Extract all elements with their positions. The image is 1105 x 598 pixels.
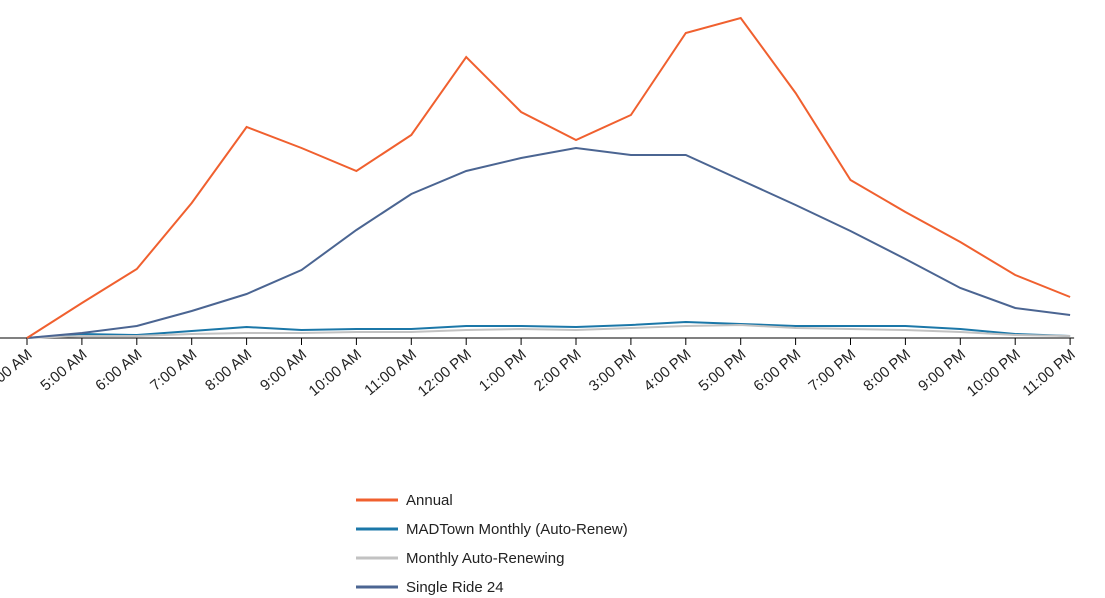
series-line — [26, 323, 1071, 339]
legend-label: Monthly Auto-Renewing — [406, 550, 564, 567]
x-tick-label: 9:00 AM — [257, 346, 310, 394]
x-tick-label: 4:00 PM — [641, 346, 695, 395]
legend-label: Annual — [406, 492, 453, 509]
series-line — [26, 146, 1071, 339]
x-tick-label: 10:00 AM — [305, 346, 364, 400]
legend-label: MADTown Monthly (Auto-Renew) — [406, 521, 628, 538]
legend-label: Single Ride 24 — [406, 579, 504, 596]
x-tick-label: 1:00 PM — [476, 346, 530, 395]
x-tick-label: 8:00 AM — [202, 346, 255, 394]
x-tick-label: 7:00 PM — [805, 346, 859, 395]
x-tick-label: 12:00 PM — [415, 346, 475, 400]
x-tick-label: 7:00 AM — [147, 346, 200, 394]
x-tick-label: 10:00 PM — [964, 346, 1024, 400]
series-line — [26, 16, 1071, 339]
x-tick-label: 5:00 AM — [37, 346, 90, 394]
x-tick-label: 6:00 PM — [750, 346, 804, 395]
x-tick-label: 9:00 PM — [915, 346, 969, 395]
x-tick-label: 4:00 AM — [0, 346, 36, 394]
x-tick-label: 3:00 PM — [586, 346, 640, 395]
x-tick-label: 11:00 AM — [361, 346, 420, 399]
x-tick-label: 6:00 AM — [92, 346, 145, 394]
x-tick-label: 2:00 PM — [531, 346, 585, 395]
series-line — [26, 320, 1071, 339]
x-tick-label: 5:00 PM — [696, 346, 750, 395]
x-tick-label: 8:00 PM — [860, 346, 914, 395]
x-tick-label: 11:00 PM — [1019, 346, 1078, 400]
